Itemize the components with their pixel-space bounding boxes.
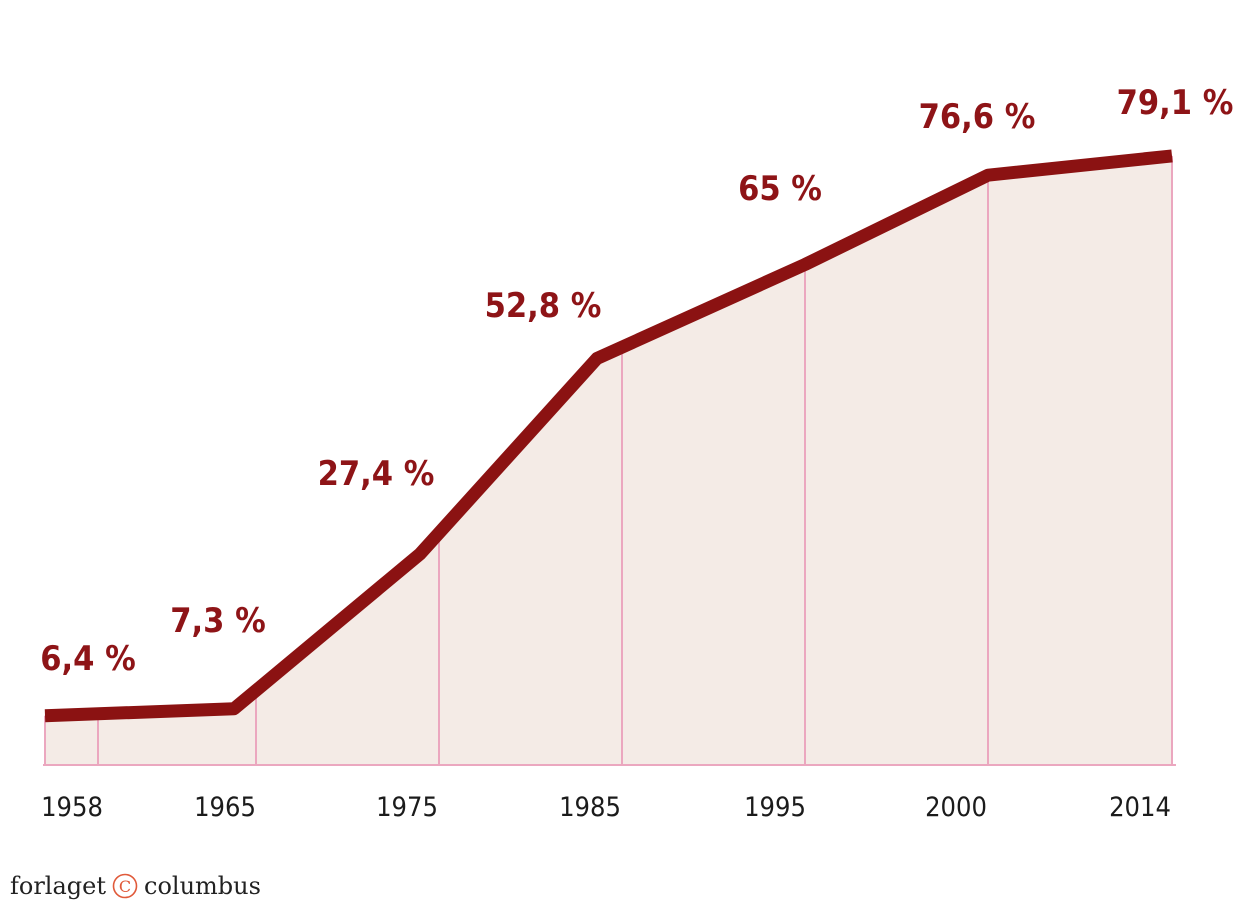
data-labels: 6,4 % 7,3 % 27,4 % 52,8 % 65 % 76,6 % 79,1 % [40,83,1233,679]
tick-label-1965: 1965 [194,792,256,823]
tick-label-1985: 1985 [559,792,621,823]
tick-label-1995: 1995 [744,792,806,823]
data-label-2014: 79,1 % [1117,83,1234,123]
tick-label-2014: 2014 [1109,792,1171,823]
tick-label-2000: 2000 [925,792,987,823]
area-fill [45,155,1172,765]
publisher-credit: forlaget C columbus [10,872,261,900]
data-label-1985: 52,8 % [485,286,602,326]
data-label-1958: 6,4 % [40,639,135,679]
credit-right-text: columbus [144,872,261,900]
credit-left-text: forlaget [10,872,106,900]
data-label-1965: 7,3 % [170,601,265,641]
tick-label-1958: 1958 [41,792,103,823]
tick-label-1975: 1975 [376,792,438,823]
data-label-1975: 27,4 % [318,454,435,494]
x-tick-labels: 1958 1965 1975 1985 1995 2000 2014 [41,792,1171,823]
vertical-gridlines [44,155,1173,765]
copyright-logo-icon: C [112,873,138,899]
series-line [44,149,1173,723]
data-label-1995: 65 % [738,169,822,209]
svg-text:C: C [119,877,131,896]
data-label-2000: 76,6 % [919,97,1036,137]
